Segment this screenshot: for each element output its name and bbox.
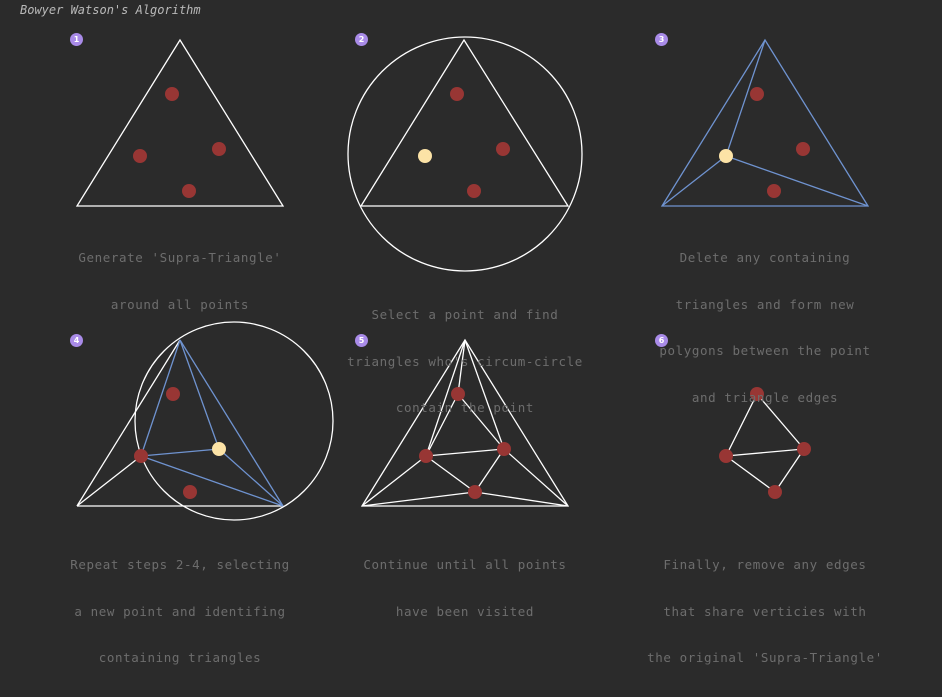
point <box>133 149 147 163</box>
step-3-caption: Delete any containing triangles and form… <box>625 219 905 436</box>
edge <box>76 455 142 507</box>
caption-line: Continue until all points <box>363 557 567 572</box>
point <box>796 142 810 156</box>
step-badge-2: 2 <box>355 33 368 46</box>
step-badge-6: 6 <box>655 334 668 347</box>
caption-line: around all points <box>110 296 250 312</box>
point <box>183 485 197 499</box>
caption-line: Finally, remove any edges <box>663 557 867 572</box>
step-badge-1: 1 <box>70 33 83 46</box>
point <box>496 142 510 156</box>
algorithm-diagram <box>75 36 870 521</box>
step-badge-3: 3 <box>655 33 668 46</box>
point <box>750 87 764 101</box>
caption-line: Delete any containing <box>679 250 851 265</box>
step-6-caption: Finally, remove any edges that share ver… <box>625 526 905 697</box>
edge <box>425 448 505 457</box>
caption-line: a new point and identifing <box>74 603 286 619</box>
edge <box>725 455 776 493</box>
point <box>450 87 464 101</box>
edge <box>503 448 569 507</box>
point <box>451 387 465 401</box>
point <box>212 142 226 156</box>
edge <box>361 491 476 507</box>
final-edges <box>725 393 805 493</box>
new-edge <box>179 339 284 507</box>
point <box>767 184 781 198</box>
point <box>166 387 180 401</box>
new-edge <box>140 455 284 507</box>
edge <box>756 393 805 450</box>
point <box>768 485 782 499</box>
caption-line: the original 'Supra-Triangle' <box>647 650 883 665</box>
panel-5-diagram <box>360 338 570 507</box>
new-edge <box>661 155 727 207</box>
supra-triangle <box>360 338 570 507</box>
edge <box>457 393 505 450</box>
edge <box>425 393 459 457</box>
edge <box>474 448 505 493</box>
point <box>165 87 179 101</box>
edge <box>425 339 466 457</box>
point <box>797 442 811 456</box>
edge <box>474 491 569 507</box>
caption-line: Generate 'Supra-Triangle' <box>78 250 282 265</box>
step-1-caption: Generate 'Supra-Triangle' around all poi… <box>40 219 320 343</box>
panel-6-diagram <box>719 387 811 499</box>
caption-line: have been visited <box>395 603 535 619</box>
panel-3-diagram <box>660 38 870 207</box>
selected-point <box>418 149 432 163</box>
point <box>750 387 764 401</box>
diagram-canvas: Bowyer Watson's Algorithm <box>20 3 905 665</box>
caption-line: and triangle edges <box>691 389 839 405</box>
new-edge <box>179 339 220 450</box>
caption-line: triangles and form new <box>675 296 855 312</box>
edge <box>725 448 805 457</box>
point <box>467 184 481 198</box>
circumcircle <box>347 36 583 272</box>
caption-line: Repeat steps 2-4, selecting <box>70 557 290 572</box>
edge <box>76 339 181 507</box>
new-edge <box>725 39 766 157</box>
point <box>497 442 511 456</box>
caption-line: polygons between the point <box>659 343 871 358</box>
edge <box>361 455 427 507</box>
step-4-caption: Repeat steps 2-4, selecting a new point … <box>40 526 320 697</box>
step-5-caption: Continue until all points have been visi… <box>325 526 605 650</box>
edge <box>774 448 805 493</box>
new-edge <box>218 448 284 507</box>
step-badge-4: 4 <box>70 334 83 347</box>
edge <box>425 455 476 493</box>
caption-line: Select a point and find <box>371 307 559 322</box>
edge <box>464 339 505 450</box>
point <box>719 449 733 463</box>
supra-triangle <box>359 38 570 207</box>
diagram-title: Bowyer Watson's Algorithm <box>20 3 201 17</box>
supra-triangle <box>75 38 285 207</box>
caption-line: containing triangles <box>98 650 262 665</box>
caption-line: contain the point <box>395 400 535 415</box>
triangulation-edges <box>361 339 569 507</box>
panel-2-diagram <box>347 36 583 272</box>
step-badge-5: 5 <box>355 334 368 347</box>
edge <box>457 339 466 395</box>
caption-line: triangles who's circum-circle <box>347 353 583 369</box>
point <box>182 184 196 198</box>
caption-line: that share verticies with <box>663 603 867 619</box>
supra-triangle <box>660 38 870 207</box>
circumcircle <box>134 321 334 521</box>
new-edge <box>140 448 220 457</box>
point <box>134 449 148 463</box>
panel-1-diagram <box>75 38 285 207</box>
point <box>468 485 482 499</box>
new-edge <box>725 155 869 207</box>
point <box>419 449 433 463</box>
selected-point <box>212 442 226 456</box>
selected-point <box>719 149 733 163</box>
step-2-caption: Select a point and find triangles who's … <box>325 276 605 447</box>
new-edge <box>140 339 181 457</box>
edge <box>725 393 758 457</box>
panel-4-diagram <box>76 321 334 521</box>
